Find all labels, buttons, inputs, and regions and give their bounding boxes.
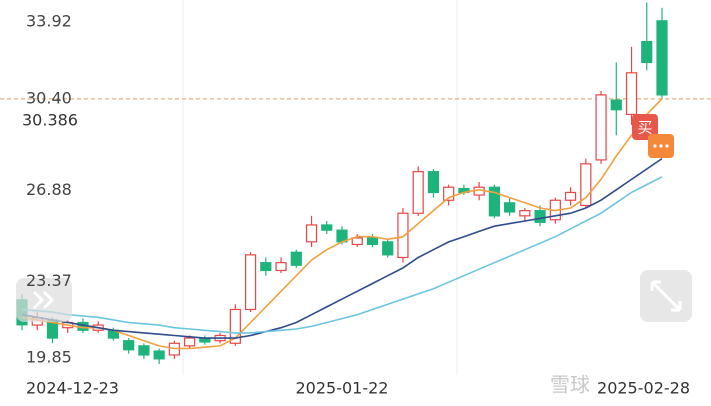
plot [0,2,711,365]
candle-body [275,262,287,272]
candle-body [244,254,257,311]
candle-body [519,210,531,217]
candle-body [595,94,607,161]
candle-body [641,41,653,64]
candle-body [610,99,622,111]
candle-body [260,262,272,272]
candle-body [290,251,302,266]
candle-body [534,210,546,223]
y-tick-label: 30.40 [26,88,72,107]
candle-body [351,237,363,246]
x-tick-label: 2025-02-28 [597,379,690,398]
candle-body [397,212,409,259]
buy-marker: 买 [637,119,652,137]
x-tick-label: 2024-12-23 [26,379,119,398]
fullscreen-icon [650,280,682,312]
candle-body [580,163,592,207]
ma-line [21,98,663,350]
dot [659,144,663,148]
dot [665,144,669,148]
expand-left[interactable] [16,278,72,322]
x-tick-label: 2025-01-22 [296,379,389,398]
y-tick-label: 23.37 [26,271,72,290]
ma-line [21,176,663,334]
candle-body [321,224,333,231]
candle-body [443,186,455,201]
candle-body [656,20,668,96]
candle-body [564,191,577,201]
candle-body [366,237,379,246]
candle-body [184,337,196,347]
candle-body [123,340,135,351]
y-tick-label: 33.92 [26,12,72,31]
candle-body [305,224,318,243]
chevrons [32,290,55,310]
watermark: 雪球 [550,373,590,397]
y-tick-label: 19.85 [26,348,72,367]
last-price: 30.386 [22,111,78,130]
dot [653,144,657,148]
y-tick-label: 26.88 [26,180,72,199]
candle-body [488,186,500,217]
candle-body [153,350,165,360]
ma-line [21,157,663,339]
candle-body [382,241,394,256]
buy-badge [632,114,658,140]
candle-body [229,308,241,344]
candle-body [504,202,516,213]
candle-body [138,345,150,356]
candle-body [412,171,424,214]
fullscreen[interactable] [640,270,692,322]
candle-body [625,72,638,116]
candle-body [427,171,440,194]
